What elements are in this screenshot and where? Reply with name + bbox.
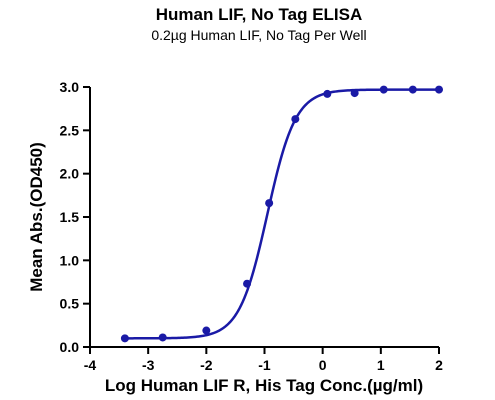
x-tick-label: -2	[200, 357, 213, 373]
x-tick-label: 1	[377, 357, 385, 373]
chart-subtitle: 0.2µg Human LIF, No Tag Per Well	[151, 27, 366, 43]
data-point	[350, 89, 359, 98]
y-tick-label: 0.5	[60, 296, 80, 312]
x-tick-label: -4	[84, 357, 97, 373]
y-tick-label: 2.0	[60, 166, 80, 182]
data-point	[158, 333, 167, 342]
y-axis-ticks: 0.0 0.5 1.0 1.5 2.0 2.5 3.0	[60, 79, 90, 355]
plot-area: -4 -3 -2 -1 0 1 2 0.0 0.5 1.0 1.5 2.0 2.5 3.0	[60, 79, 444, 373]
y-tick-label: 3.0	[60, 79, 80, 95]
data-point	[291, 115, 300, 124]
fit-curve-line	[124, 88, 439, 340]
y-tick-label: 1.5	[60, 209, 80, 225]
x-tick-label: -1	[258, 357, 271, 373]
chart-title: Human LIF, No Tag ELISA	[156, 5, 363, 24]
y-tick-label: 1.0	[60, 252, 80, 268]
y-tick-label: 2.5	[60, 122, 80, 138]
data-point	[120, 334, 129, 343]
data-point	[435, 85, 443, 94]
x-axis-ticks: -4 -3 -2 -1 0 1 2	[84, 347, 443, 373]
data-point	[323, 89, 332, 98]
data-points	[120, 85, 443, 343]
data-point	[265, 199, 274, 208]
data-point	[408, 85, 417, 94]
x-tick-label: 0	[319, 357, 327, 373]
x-tick-label: -3	[142, 357, 155, 373]
data-point	[243, 279, 252, 288]
x-axis-label: Log Human LIF R, His Tag Conc.(µg/ml)	[105, 376, 423, 395]
y-axis-label: Mean Abs.(OD450)	[27, 142, 46, 292]
y-tick-label: 0.0	[60, 339, 80, 355]
data-point	[202, 326, 211, 335]
x-tick-label: 2	[435, 357, 443, 373]
data-point	[379, 85, 388, 94]
